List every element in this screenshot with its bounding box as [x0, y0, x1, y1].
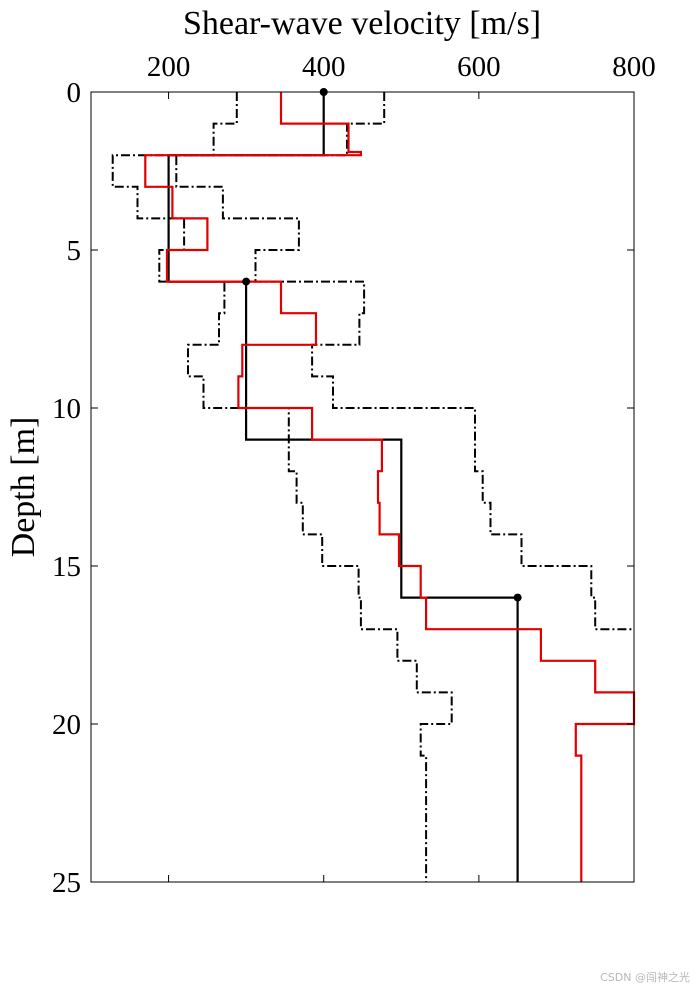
series-upper-bound: [175, 92, 634, 631]
marker-true-model-1: [242, 277, 251, 286]
x-axis-label: Shear-wave velocity [m/s]: [183, 5, 541, 42]
x-tick-label-200: 200: [147, 51, 191, 83]
series-inverted-model: [144, 92, 636, 882]
x-tick-label-600: 600: [457, 51, 501, 83]
plot-frame: [90, 91, 635, 883]
y-axis-label: Depth [m]: [5, 417, 42, 558]
x-tick-label-800: 800: [612, 51, 656, 83]
y-tick-label-20: 20: [52, 709, 81, 741]
series-true-model: [167, 92, 519, 882]
marker-true-model-2: [513, 593, 522, 602]
y-tick-label-0: 0: [67, 77, 82, 109]
y-tick-label-15: 15: [52, 551, 81, 583]
x-tick-label-400: 400: [302, 51, 346, 83]
y-tick-label-5: 5: [67, 235, 82, 267]
tick-layer: 200 400 600 800 0 5 10 15 20 25: [52, 51, 656, 899]
y-tick-label-10: 10: [52, 393, 81, 425]
series-layer: [111, 92, 636, 882]
y-tick-label-25: 25: [52, 867, 81, 899]
watermark: CSDN @闯神之光: [600, 971, 690, 984]
